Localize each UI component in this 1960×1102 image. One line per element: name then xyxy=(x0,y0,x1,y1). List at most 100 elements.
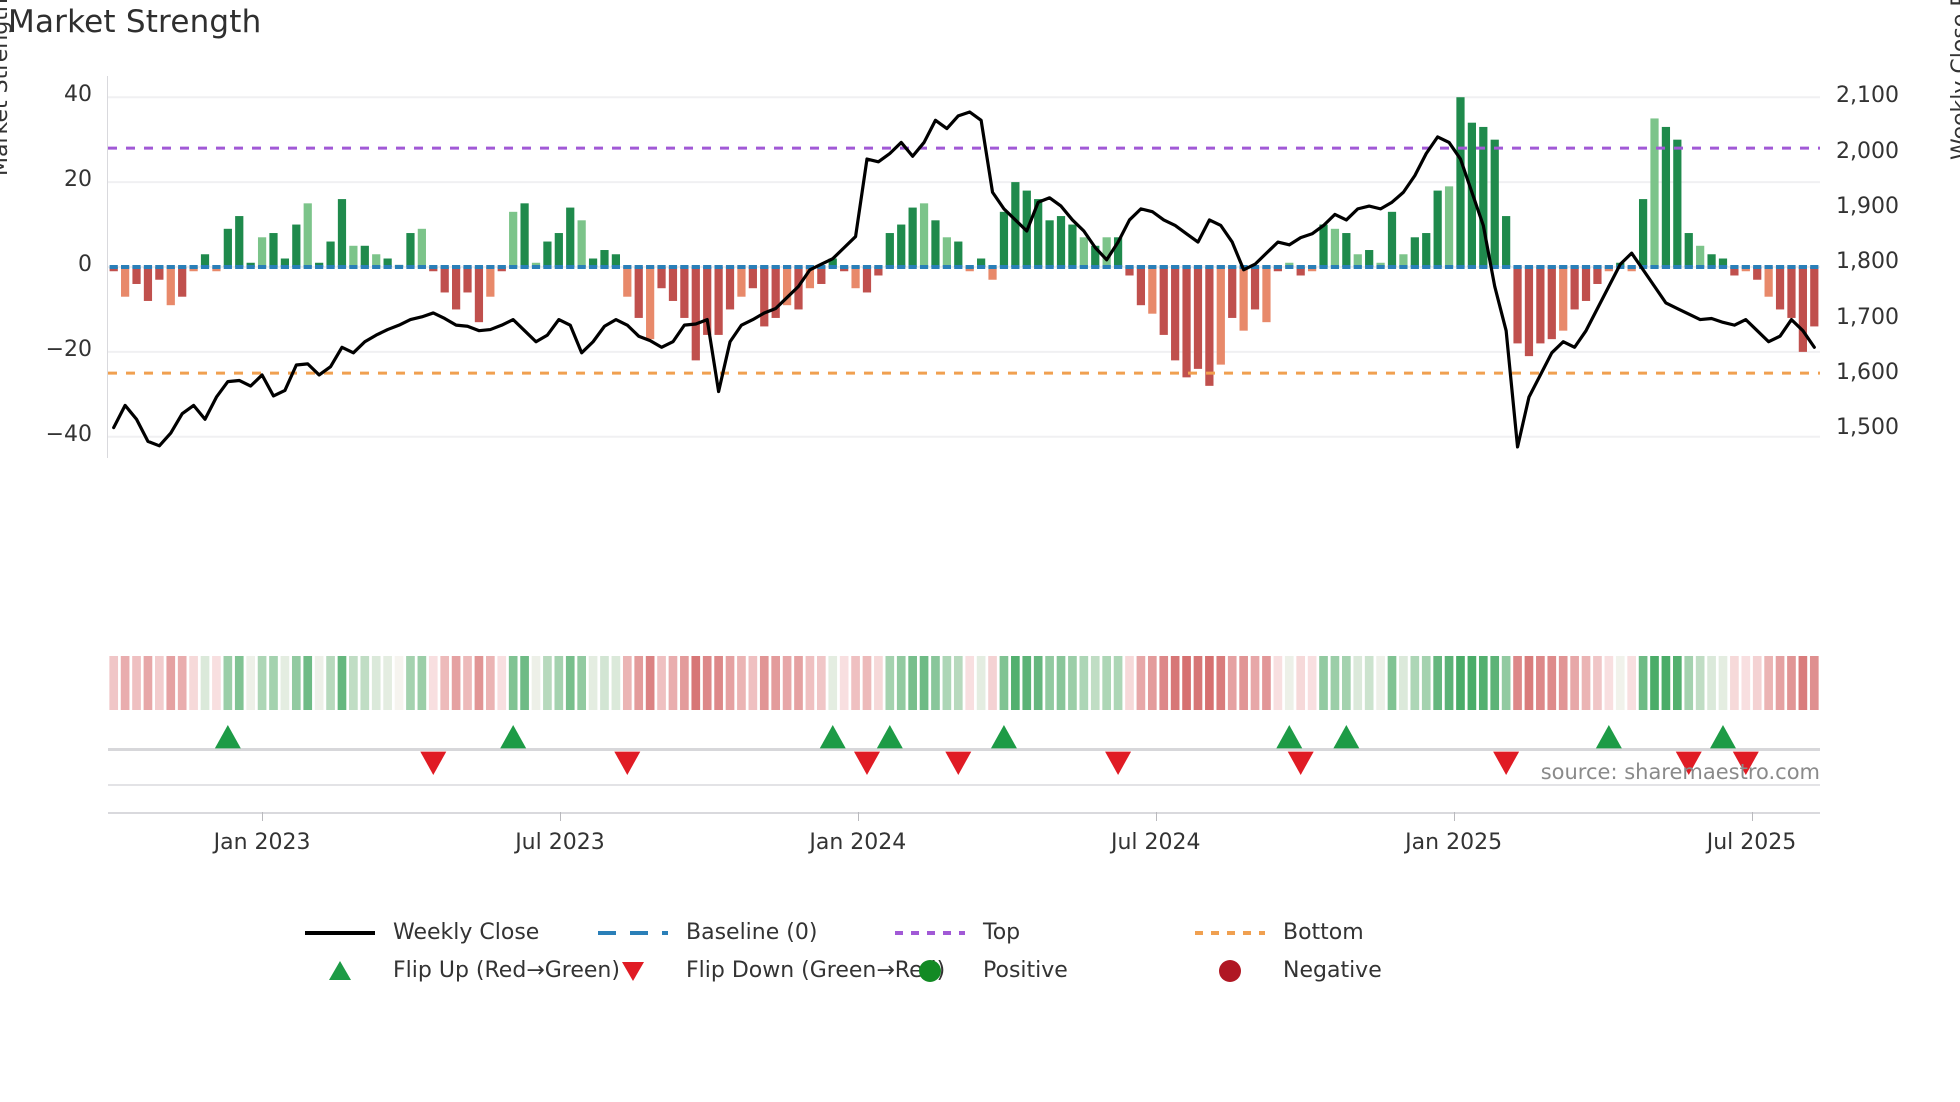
flip-down-marker xyxy=(1493,751,1520,775)
y-tick-right-4: 1,700 xyxy=(1836,304,1899,330)
heatmap-cell xyxy=(520,656,529,710)
strength-bar xyxy=(1376,262,1385,267)
strength-bar xyxy=(1673,139,1682,267)
flip-markers-row xyxy=(108,714,1820,784)
legend-item-negative[interactable]: Negative xyxy=(1193,958,1382,984)
strength-bar xyxy=(1536,267,1545,344)
heatmap-cell xyxy=(1079,656,1089,710)
heatmap-cell xyxy=(1490,656,1500,710)
x-tick-mark-2 xyxy=(857,812,859,821)
strength-bar xyxy=(1045,220,1054,267)
heatmap-cell xyxy=(1809,656,1819,710)
legend-item-flip-down-green-red[interactable]: Flip Down (Green→Red) xyxy=(596,958,945,984)
strength-bar xyxy=(531,262,541,267)
strength-bar xyxy=(1604,267,1613,272)
heatmap-cell xyxy=(554,656,564,710)
heatmap-cell xyxy=(794,656,803,710)
heatmap-cell xyxy=(440,656,450,710)
heatmap-cell xyxy=(1536,656,1545,710)
strength-bar xyxy=(646,267,655,340)
heatmap-cell xyxy=(817,656,826,710)
legend-item-baseline[interactable]: Baseline (0) xyxy=(596,920,817,946)
strength-bar xyxy=(600,250,609,267)
strength-bar xyxy=(977,258,986,267)
triangle-down-icon xyxy=(596,958,670,984)
heatmap-cell xyxy=(1296,656,1306,710)
strength-bar xyxy=(429,267,438,272)
strength-bar xyxy=(840,267,849,272)
heatmap-cell xyxy=(1433,656,1442,710)
strength-bar xyxy=(109,267,118,272)
heatmap-cell xyxy=(1022,656,1032,710)
x-tick-label-1: Jul 2023 xyxy=(515,830,605,855)
strength-bar xyxy=(372,254,381,267)
circle-icon xyxy=(893,958,967,984)
heatmap-cell xyxy=(1011,656,1020,710)
legend-item-weekly-close[interactable]: Weekly Close xyxy=(303,920,539,946)
strength-bar xyxy=(737,267,746,297)
strength-bar xyxy=(1102,237,1111,267)
legend-item-top[interactable]: Top xyxy=(893,920,1020,946)
legend-item-flip-up-red-green[interactable]: Flip Up (Red→Green) xyxy=(303,958,620,984)
heatmap-cell xyxy=(645,656,655,710)
strength-bar xyxy=(965,267,974,272)
strength-bar xyxy=(634,267,643,318)
y-tick-left-2: 0 xyxy=(78,252,92,277)
heatmap-cell xyxy=(1513,656,1522,710)
heatmap-cell xyxy=(1501,656,1511,710)
strength-bar xyxy=(223,228,232,267)
dotted-line-icon xyxy=(893,920,967,946)
y-axis-right-label: Weekly Close Price xyxy=(1948,0,1960,160)
legend-item-positive[interactable]: Positive xyxy=(893,958,1068,984)
flip-up-marker xyxy=(1333,725,1360,749)
strength-bar xyxy=(931,220,940,267)
strength-bar xyxy=(874,267,883,276)
strength-bar xyxy=(383,258,392,267)
strength-bar xyxy=(337,199,347,267)
strength-bar xyxy=(1707,254,1716,267)
strength-bar xyxy=(703,267,712,335)
heatmap-cell xyxy=(691,656,701,710)
heatmap-cell xyxy=(1444,656,1454,710)
legend-item-bottom[interactable]: Bottom xyxy=(1193,920,1364,946)
heatmap-cell xyxy=(999,656,1009,710)
strength-bar xyxy=(1753,267,1762,280)
strength-bar xyxy=(1422,233,1431,267)
strength-bar xyxy=(817,267,826,284)
strength-bar xyxy=(326,241,335,267)
strength-bar xyxy=(1810,267,1819,327)
strength-bar xyxy=(509,211,518,267)
heatmap-cell xyxy=(965,656,975,710)
heatmap-cell xyxy=(234,656,244,710)
strength-bar xyxy=(1741,267,1750,272)
heatmap-cell xyxy=(531,656,541,710)
heatmap-cell xyxy=(1684,656,1694,710)
strength-bar xyxy=(1250,267,1260,310)
flip-down-marker xyxy=(1105,751,1132,775)
lower-rule-1 xyxy=(108,784,1820,786)
heatmap-cell xyxy=(702,656,712,710)
strength-bar xyxy=(1171,267,1180,361)
weekly-close-line xyxy=(112,110,1816,449)
strength-bar xyxy=(486,267,495,297)
heatmap-cell xyxy=(406,656,415,710)
heatmap-cell xyxy=(874,656,883,710)
main-plot-panel xyxy=(108,76,1820,458)
strength-bar xyxy=(303,203,312,267)
strength-bar xyxy=(1627,267,1636,272)
heatmap-cell xyxy=(1216,656,1226,710)
strength-bar xyxy=(1444,186,1454,267)
heatmap-cell xyxy=(1775,656,1785,710)
heatmap-cell xyxy=(1741,656,1751,710)
strength-bar xyxy=(280,258,290,267)
strength-bar xyxy=(1319,224,1328,267)
strength-bar xyxy=(851,267,860,289)
heatmap-cell xyxy=(1113,656,1123,710)
heatmap-cell xyxy=(166,656,176,710)
heatmap-cell xyxy=(1273,656,1283,710)
heatmap-cell xyxy=(1787,656,1796,710)
strength-bar xyxy=(1330,228,1340,267)
flip-down-marker xyxy=(614,751,641,775)
legend-label: Top xyxy=(983,920,1021,945)
heatmap-cell xyxy=(622,656,632,710)
